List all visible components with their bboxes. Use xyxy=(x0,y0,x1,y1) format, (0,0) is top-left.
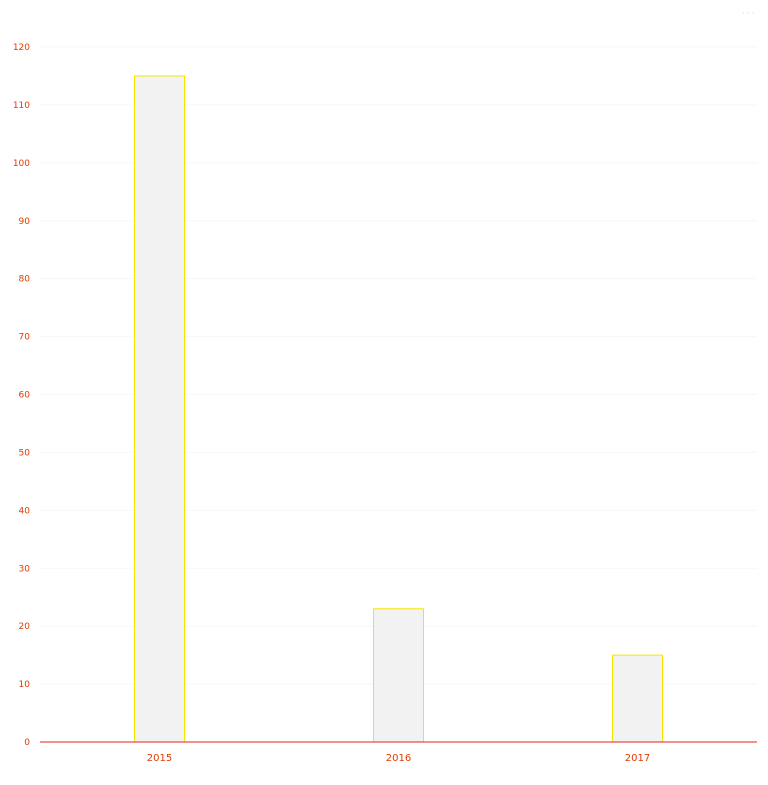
y-tick-label: 90 xyxy=(19,217,31,227)
x-tick-label: 2015 xyxy=(147,753,172,764)
y-tick-label: 20 xyxy=(19,622,31,632)
bars xyxy=(134,75,663,743)
y-tick-label: 70 xyxy=(19,333,31,343)
y-tick-label: 0 xyxy=(24,738,30,748)
y-tick-label: 110 xyxy=(13,101,30,111)
y-tick-label: 120 xyxy=(13,43,30,53)
x-tick-label: 2016 xyxy=(386,753,411,764)
bar-2016[interactable] xyxy=(373,608,424,743)
bar-2017[interactable] xyxy=(612,654,663,743)
y-tick-label: 10 xyxy=(19,680,31,690)
y-tick-label: 80 xyxy=(19,275,31,285)
y-tick-label: 30 xyxy=(19,564,31,574)
ellipsis-icon[interactable]: ··· xyxy=(741,6,756,20)
bar-2015[interactable] xyxy=(134,75,185,743)
y-tick-label: 40 xyxy=(19,506,31,516)
y-tick-label: 50 xyxy=(19,448,31,458)
y-tick-label: 60 xyxy=(19,391,31,401)
x-tick-label: 2017 xyxy=(625,753,650,764)
y-axis-tick-labels: 0 10 20 30 40 50 60 70 80 90 100 110 120 xyxy=(13,43,30,748)
y-tick-label: 100 xyxy=(13,159,30,169)
x-axis-tick-labels: 2015 2016 2017 xyxy=(147,753,650,764)
